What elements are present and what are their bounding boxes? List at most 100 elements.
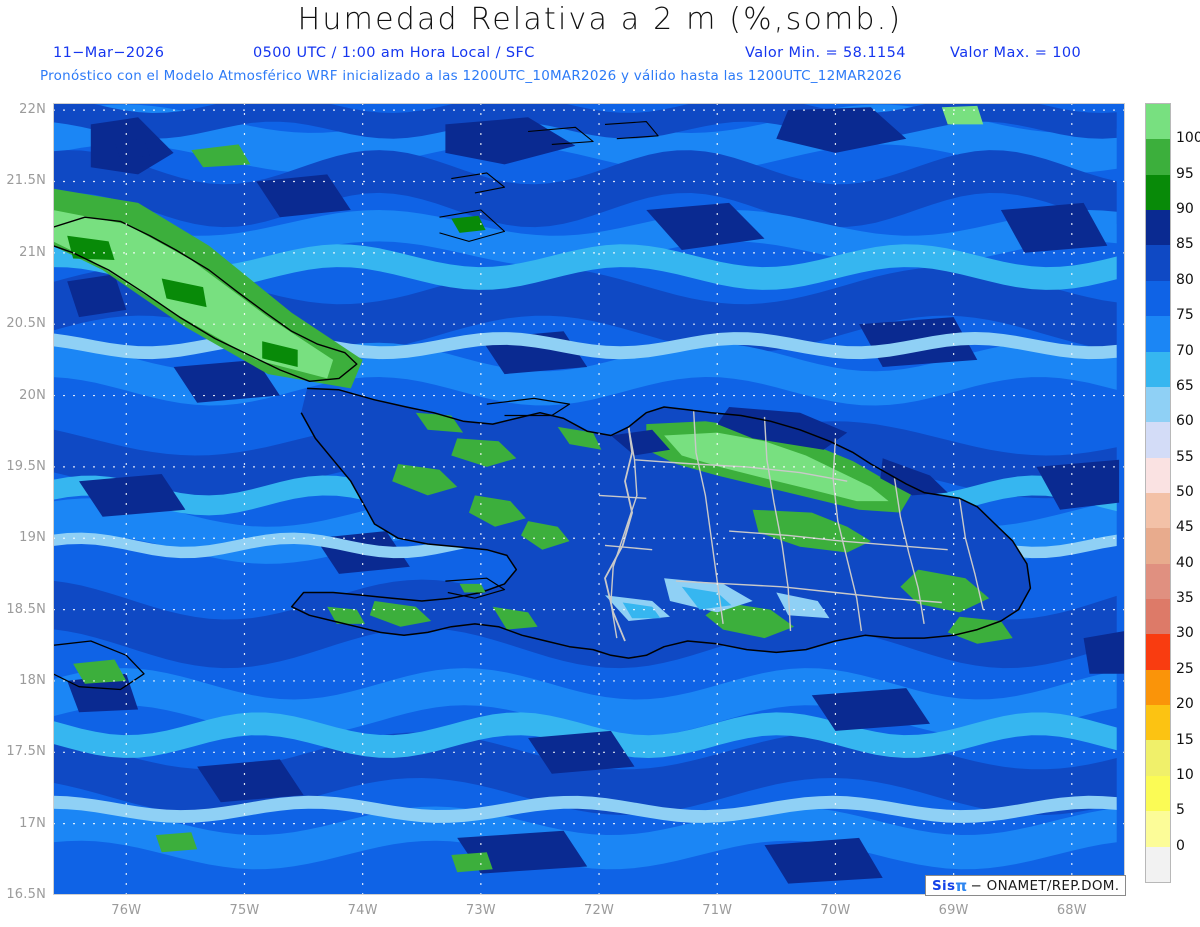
colorbar-band <box>1146 245 1170 281</box>
colorbar-tick-label: 75 <box>1176 307 1194 324</box>
colorbar-band <box>1146 174 1170 211</box>
coastline <box>604 426 633 642</box>
humidity-contour <box>392 464 458 496</box>
longitude-tick-label: 69W <box>938 903 969 918</box>
latitude-tick-label: 17.5N <box>6 744 46 760</box>
coastline <box>832 438 863 632</box>
coastline <box>528 126 594 145</box>
humidity-contour <box>53 244 1117 290</box>
coastline <box>692 409 724 624</box>
humidity-contour <box>1000 202 1108 253</box>
latitude-tick-label: 20N <box>19 387 46 403</box>
humidity-contour <box>622 602 661 619</box>
humidity-contour <box>256 174 351 218</box>
latitude-tick-label: 19.5N <box>6 458 46 474</box>
latitude-tick-label: 17N <box>19 815 46 831</box>
coastline <box>604 121 659 140</box>
latitude-tick-label: 20.5N <box>6 316 46 332</box>
latitude-tick-label: 18N <box>19 672 46 688</box>
longitude-tick-label: 74W <box>347 903 378 918</box>
longitude-tick-label: 68W <box>1056 903 1087 918</box>
colorbar-band <box>1146 316 1170 352</box>
humidity-contour <box>53 668 1117 737</box>
humidity-contour <box>492 606 538 630</box>
coastline <box>53 640 145 691</box>
humidity-contour <box>610 429 670 456</box>
colorbar-band <box>1146 669 1170 706</box>
humidity-contour <box>681 586 732 610</box>
colorbar-band <box>1146 705 1170 741</box>
colorbar-band <box>1146 422 1170 458</box>
colorbar-tick-label: 70 <box>1176 342 1194 359</box>
colorbar-band <box>1146 740 1170 776</box>
humidity-contour <box>114 138 150 159</box>
colorbar-tick-label: 90 <box>1176 201 1194 218</box>
humidity-contour <box>1036 459 1120 510</box>
page-title: Humedad Relativa a 2 m (%,somb.) <box>297 2 903 37</box>
humidity-contour <box>53 150 1117 228</box>
humidity-contour <box>73 659 127 684</box>
colorbar-tick-label: 100 <box>1176 130 1200 147</box>
colorbar-tick-label: 40 <box>1176 554 1194 571</box>
colorbar-tick-label: 65 <box>1176 377 1194 394</box>
chart-header: Humedad Relativa a 2 m (%,somb.) 11−Mar−… <box>0 0 1200 100</box>
humidity-contour <box>880 458 948 496</box>
colorbar-band <box>1146 563 1170 600</box>
coastline <box>729 530 948 551</box>
longitude-tick-label: 75W <box>229 903 260 918</box>
coastline <box>604 544 653 551</box>
longitude-tick-label: 71W <box>702 903 733 918</box>
humidity-contour <box>53 732 1117 816</box>
longitude-tick-label: 76W <box>111 903 142 918</box>
coastline <box>763 416 792 632</box>
humidity-contour <box>451 852 493 873</box>
colorbar-band <box>1146 210 1170 246</box>
colorbar-band <box>1146 846 1170 882</box>
coastline <box>290 387 1032 659</box>
humidity-contour <box>1083 631 1125 674</box>
colorbar-tick-label: 20 <box>1176 696 1194 713</box>
colorbar-tick-label: 85 <box>1176 236 1194 253</box>
humidity-contour <box>900 569 990 613</box>
colorbar-band <box>1146 528 1170 564</box>
colorbar-tick-label: 55 <box>1176 448 1194 465</box>
humidity-contour <box>451 215 486 233</box>
colorbar-band <box>1146 599 1170 635</box>
humidity-contour <box>191 144 251 168</box>
latitude-tick-label: 18.5N <box>6 601 46 617</box>
humidity-contour <box>947 616 1013 644</box>
coastline <box>598 494 647 499</box>
colorbar-tick-label: 95 <box>1176 165 1194 182</box>
colorbar-band <box>1146 811 1170 847</box>
model-description: Pronóstico con el Modelo Atmosférico WRF… <box>40 68 902 84</box>
colorbar-tick-label: 60 <box>1176 413 1194 430</box>
humidity-contour <box>369 601 432 627</box>
colorbar-band <box>1146 457 1170 493</box>
longitude-tick-label: 73W <box>465 903 496 918</box>
humidity-contour <box>173 359 280 403</box>
humidity-contour <box>53 806 1117 870</box>
latitude-tick-label: 21N <box>19 244 46 260</box>
humidity-contour <box>776 107 907 153</box>
colorbar-tick-label: 35 <box>1176 590 1194 607</box>
humidity-contour <box>764 837 883 884</box>
humidity-contour <box>445 117 576 165</box>
colorbar[interactable] <box>1145 103 1171 883</box>
humidity-contour <box>451 438 517 467</box>
coastline <box>439 209 506 242</box>
humidity-contour <box>469 495 526 527</box>
colorbar-tick-label: 50 <box>1176 484 1194 500</box>
colorbar-tick-label: 0 <box>1176 837 1185 854</box>
latitude-tick-label: 19N <box>19 530 46 546</box>
colorbar-tick-label: 25 <box>1176 660 1194 677</box>
humidity-contour <box>521 521 570 550</box>
humidity-contour <box>67 235 115 260</box>
humidity-contour <box>197 759 304 803</box>
humidity-field <box>53 103 1125 895</box>
coastline <box>675 580 942 604</box>
humidity-contour <box>161 278 207 308</box>
humidity-contour <box>557 426 602 450</box>
humidity-contour <box>53 795 1117 823</box>
humidity-map[interactable] <box>53 103 1125 895</box>
watermark-brand: Sis <box>932 877 956 894</box>
